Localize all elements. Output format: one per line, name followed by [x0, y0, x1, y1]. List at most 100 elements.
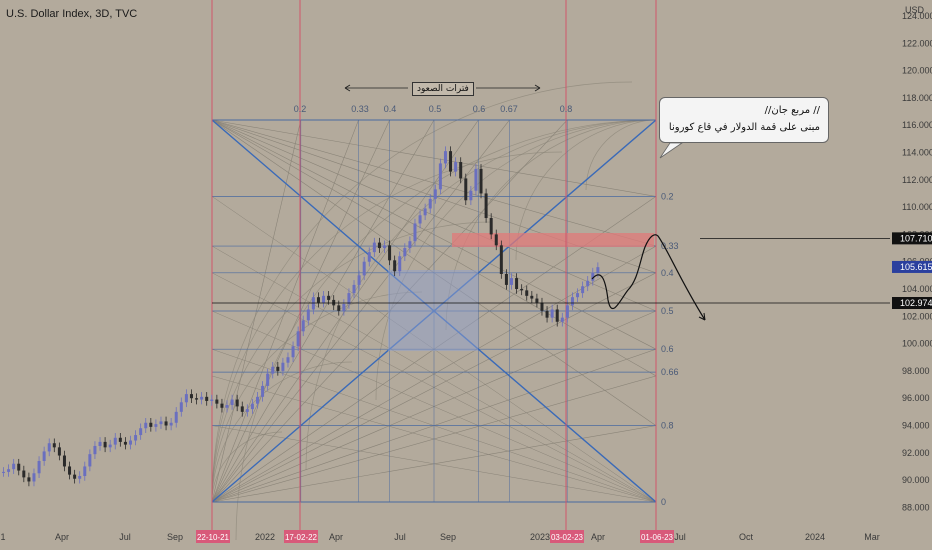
candle: [367, 252, 371, 262]
gann-arc: [235, 119, 657, 541]
price-tag-bg: [892, 260, 932, 273]
candle: [464, 178, 468, 201]
candle: [413, 223, 417, 242]
candle: [144, 422, 148, 429]
candle: [2, 471, 5, 473]
candle: [220, 403, 224, 408]
candle: [215, 399, 219, 404]
price-tag-bg: [892, 297, 932, 310]
price-tag-label: 107.710: [900, 233, 932, 243]
callout-line-1: // مربع جان//: [764, 105, 820, 116]
y-tick-label: 112.000: [902, 175, 932, 185]
candle: [443, 151, 447, 164]
gann-arc: [211, 431, 283, 503]
candle: [17, 463, 21, 471]
candle: [322, 295, 326, 303]
candle: [383, 245, 386, 249]
y-tick-label: 94.000: [902, 421, 930, 431]
gann-top-label: 0.5: [429, 104, 442, 114]
candle: [525, 290, 529, 296]
candle: [570, 297, 574, 306]
blue-zone: [388, 270, 478, 351]
candle: [261, 385, 265, 397]
date-tag-label: 22-10-21: [197, 533, 230, 542]
candle: [78, 476, 82, 479]
candle: [296, 331, 300, 347]
candle: [342, 304, 346, 311]
candle: [596, 267, 600, 273]
candle: [550, 309, 554, 318]
y-tick-label: 104.000: [902, 284, 932, 294]
gann-right-label: 0.33: [661, 241, 679, 251]
candle: [12, 463, 16, 470]
candle: [134, 435, 138, 441]
candle: [494, 234, 498, 246]
candle: [266, 373, 270, 386]
currency-label: USD: [905, 5, 925, 15]
candle: [7, 469, 11, 472]
gann-right-label: 0: [661, 497, 666, 507]
gann-arc: [305, 119, 657, 471]
x-tick-label: Jul: [394, 532, 406, 542]
projected-path: [591, 234, 706, 321]
candle: [555, 309, 559, 322]
candle: [520, 289, 524, 291]
candle: [245, 409, 249, 412]
candle: [27, 477, 31, 482]
y-tick-label: 90.000: [902, 475, 930, 485]
candle: [418, 215, 422, 224]
gann-square: [211, 81, 657, 541]
gann-arc: [375, 119, 657, 401]
candle: [581, 286, 585, 294]
candle: [98, 441, 102, 446]
gann-right-label: 0.2: [661, 191, 674, 201]
y-tick-label: 100.000: [902, 339, 932, 349]
candle: [225, 405, 229, 408]
candle: [32, 473, 36, 482]
candle: [474, 168, 478, 191]
candle: [37, 460, 41, 474]
candle: [357, 275, 361, 285]
x-tick-label: Apr: [329, 532, 343, 542]
arrow-left-icon: [344, 84, 351, 92]
price-tag-label: 105.615: [900, 262, 932, 272]
candle: [560, 317, 564, 322]
candle: [195, 398, 199, 400]
gann-right-label: 0.6: [661, 344, 674, 354]
candle: [154, 424, 158, 427]
candle: [52, 443, 56, 448]
date-tag-bg: [284, 530, 318, 543]
candle: [230, 399, 234, 406]
candle: [22, 470, 26, 478]
gann-arc: [211, 291, 423, 503]
gann-arc: [515, 119, 657, 261]
candle: [83, 466, 87, 477]
candle: [398, 256, 402, 272]
candle: [108, 444, 112, 448]
candle: [276, 366, 280, 371]
candle: [113, 437, 117, 445]
x-tick-label: 1: [0, 532, 5, 542]
candle: [240, 406, 244, 412]
date-tag-bg: [550, 530, 584, 543]
candle: [291, 346, 295, 358]
gann-top-label: 0.2: [294, 104, 307, 114]
y-tick-label: 120.000: [902, 66, 932, 76]
y-tick-label: 124.000: [902, 11, 932, 21]
candle: [139, 428, 143, 436]
candle: [281, 362, 285, 371]
candle: [454, 162, 458, 172]
x-tick-label: 2022: [255, 532, 275, 542]
gann-arc: [211, 221, 493, 503]
candle: [403, 248, 407, 257]
candle: [189, 394, 193, 399]
candle: [327, 295, 331, 300]
candles: [2, 146, 600, 487]
candle: [545, 310, 549, 318]
candle: [540, 302, 544, 311]
x-tick-label: Mar: [864, 532, 880, 542]
candle: [316, 297, 320, 303]
symbol-title: U.S. Dollar Index, 3D, TVC: [6, 8, 138, 20]
